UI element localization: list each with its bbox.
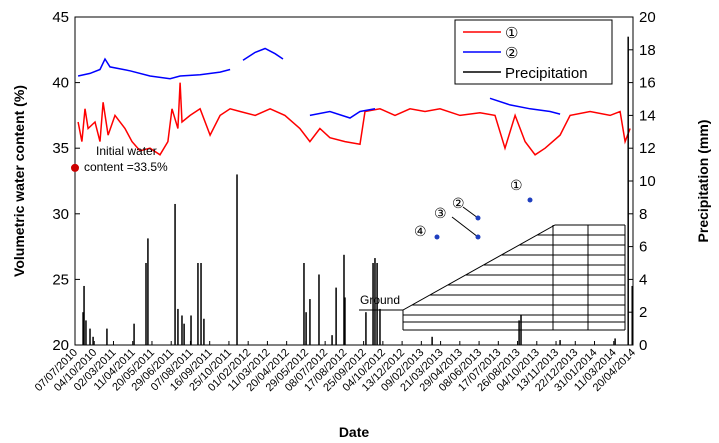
precipitation-bar — [318, 274, 320, 345]
y-tick-label: 30 — [52, 206, 69, 223]
y-tick-label: 20 — [52, 337, 69, 354]
y2-tick-label: 12 — [639, 140, 656, 157]
precipitation-bar — [335, 287, 337, 345]
legend-label: ② — [505, 45, 518, 62]
series-line — [77, 47, 561, 119]
y-tick-label: 35 — [52, 140, 69, 157]
precipitation-bar — [92, 336, 94, 345]
sensor — [475, 215, 481, 221]
sensor-label: ② — [452, 195, 465, 211]
initial-point — [71, 163, 79, 172]
precipitation-bar — [372, 263, 374, 345]
legend-label: Precipitation — [505, 65, 588, 82]
y-axis-title: Volumetric water content (%) — [11, 85, 27, 277]
precipitation-bar — [379, 308, 381, 345]
series-line — [77, 82, 631, 156]
precipitation-bar — [82, 312, 84, 345]
precipitation-bar — [203, 318, 205, 345]
sensor-label: ① — [510, 177, 523, 193]
precipitation-bar — [197, 263, 199, 345]
precipitation-bar — [174, 203, 176, 345]
precipitation-bar — [374, 258, 376, 345]
precipitation-bar — [614, 338, 616, 345]
precipitation-bar — [305, 312, 307, 345]
y2-tick-label: 18 — [639, 42, 656, 59]
precipitation-bar — [133, 323, 135, 345]
precipitation-bar — [520, 315, 522, 345]
y2-tick-label: 4 — [639, 271, 647, 288]
sensor — [527, 197, 533, 203]
precipitation-bar — [177, 308, 179, 345]
leader — [462, 206, 479, 219]
y-tick-label: 25 — [52, 271, 69, 288]
y-tick-label: 40 — [52, 75, 69, 92]
precipitation-bar — [83, 285, 85, 345]
precipitation-bar — [431, 336, 433, 345]
y2-tick-label: 6 — [639, 239, 647, 256]
y2-tick-label: 14 — [639, 107, 656, 124]
precipitation-bar — [200, 263, 202, 345]
precipitation-bar — [631, 285, 633, 345]
sensor — [475, 234, 481, 240]
precipitation-bar — [106, 328, 108, 345]
y2-tick-label: 0 — [639, 337, 647, 354]
precipitation-bar — [343, 254, 345, 345]
sensor-label: ③ — [434, 205, 447, 221]
precipitation-bar — [518, 320, 520, 345]
y2-tick-label: 20 — [639, 9, 656, 26]
sensor-label: ④ — [414, 223, 427, 239]
precipitation-bar — [344, 297, 346, 345]
leader — [451, 216, 479, 238]
precipitation-bar — [331, 335, 333, 345]
sensor — [434, 234, 440, 240]
y2-tick-label: 16 — [639, 75, 656, 92]
precipitation-bar — [236, 174, 238, 345]
precipitation-bar — [303, 263, 305, 345]
precipitation-bar — [183, 323, 185, 345]
y2-tick-label: 2 — [639, 304, 647, 321]
precipitation-bar — [559, 340, 561, 345]
ground-label: Ground — [360, 293, 400, 307]
precipitation-bar — [145, 263, 147, 345]
x-axis-title: Date — [339, 424, 370, 440]
y2-tick-label: 8 — [639, 206, 647, 223]
precipitation-bar — [627, 36, 629, 346]
precipitation-bar — [181, 315, 183, 345]
precipitation-bar — [376, 263, 378, 345]
precipitation-bar — [309, 299, 311, 345]
precipitation-bar — [365, 312, 367, 345]
initial-label: Initial water — [96, 144, 157, 158]
y2-tick-label: 10 — [639, 173, 656, 190]
y-tick-label: 45 — [52, 9, 69, 26]
precipitation-bar — [147, 238, 149, 345]
precipitation-bar — [89, 328, 91, 345]
y2-axis-title: Precipitation (mm) — [695, 120, 711, 243]
precipitation-bar — [85, 320, 87, 345]
precipitation-bar — [190, 315, 192, 345]
legend-label: ① — [505, 25, 518, 42]
slope-diagram: Ground ① ② ③ ④ — [359, 177, 626, 331]
slope-outline — [359, 224, 625, 311]
initial-label: content =33.5% — [84, 160, 168, 174]
